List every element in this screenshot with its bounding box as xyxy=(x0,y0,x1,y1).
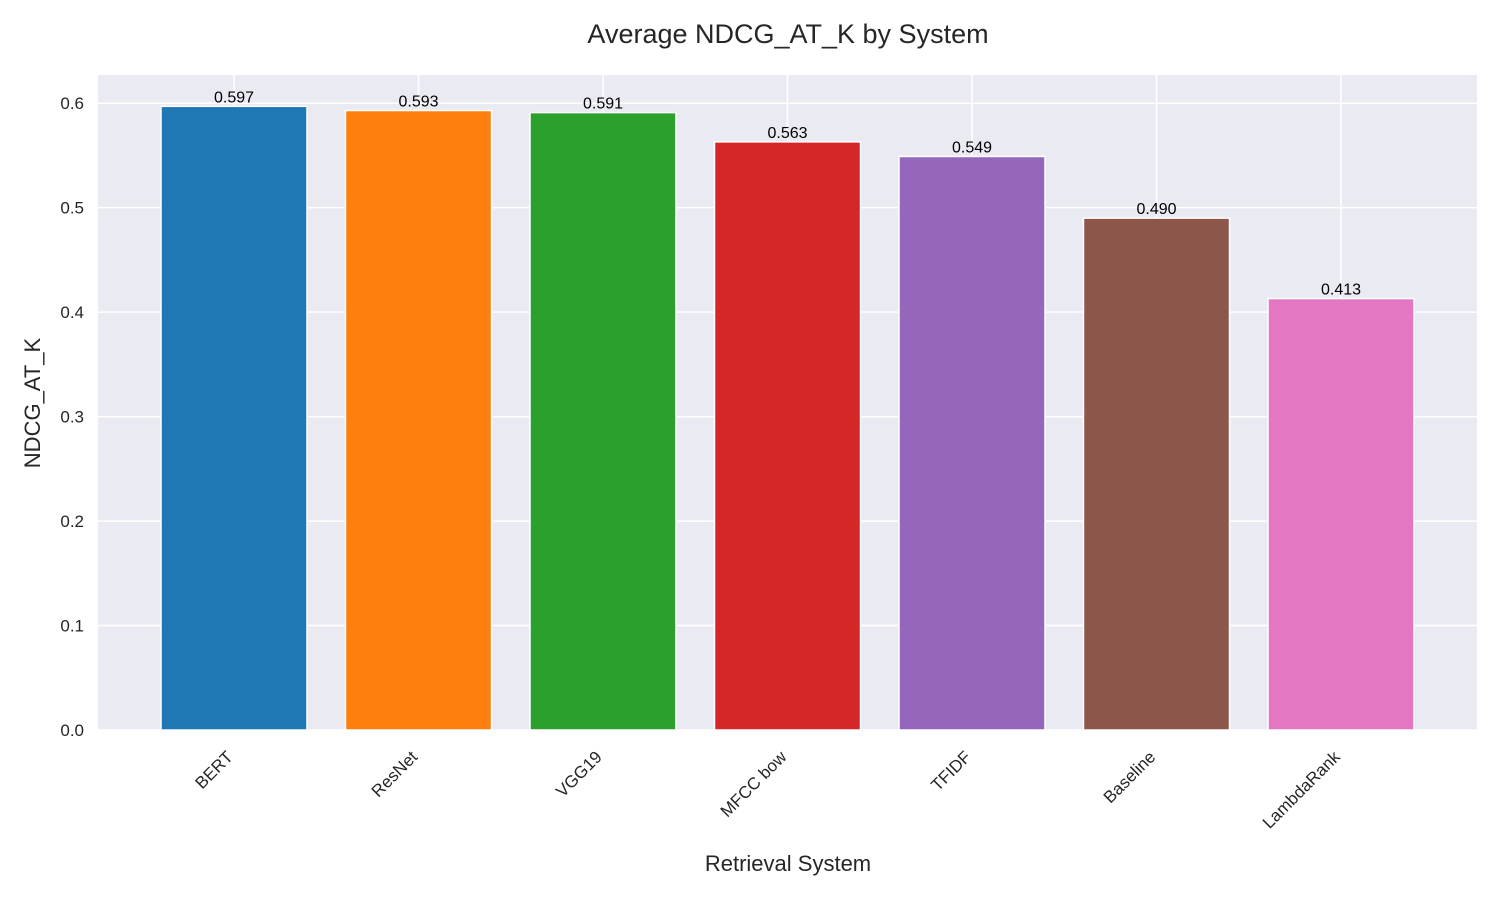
bar-tfidf xyxy=(898,155,1046,731)
x-tick-label: VGG19 xyxy=(552,747,606,801)
bar-bert xyxy=(160,105,308,731)
bar-baseline xyxy=(1082,217,1231,731)
y-tick-label: 0.0 xyxy=(60,721,84,740)
x-tick-label: ResNet xyxy=(368,747,422,801)
bar-lambdarank xyxy=(1267,297,1415,731)
chart-title: Average NDCG_AT_K by System xyxy=(587,19,988,49)
y-tick-label: 0.1 xyxy=(60,617,84,636)
y-tick-label: 0.5 xyxy=(60,199,84,218)
data-label: 0.549 xyxy=(952,139,992,156)
x-tick-label: BERT xyxy=(192,747,237,792)
x-axis-label: Retrieval System xyxy=(705,851,871,876)
data-label: 0.591 xyxy=(583,96,623,113)
x-tick-label: TFIDF xyxy=(927,747,974,794)
x-tick-label: Baseline xyxy=(1100,747,1160,807)
bar-vgg19 xyxy=(529,111,677,731)
y-axis-ticks: 0.0 0.1 0.2 0.3 0.4 0.5 0.6 xyxy=(60,94,84,740)
data-label: 0.413 xyxy=(1321,282,1361,299)
data-label: 0.490 xyxy=(1136,201,1176,218)
y-tick-label: 0.2 xyxy=(60,512,84,531)
bar-mfcc-bow xyxy=(713,141,862,731)
x-axis-ticks: BERT ResNet VGG19 MFCC bow TFIDF Baseline Lamb… xyxy=(192,747,1345,832)
data-labels: 0.597 0.593 0.591 0.563 0.549 0.490 0.413 xyxy=(214,89,1361,298)
x-tick-label: LambdaRank xyxy=(1259,747,1344,832)
y-tick-label: 0.4 xyxy=(60,303,84,322)
data-label: 0.593 xyxy=(398,94,438,111)
data-label: 0.563 xyxy=(767,125,807,142)
x-tick-label: MFCC bow xyxy=(717,747,791,821)
y-tick-label: 0.6 xyxy=(60,94,84,113)
bar-resnet xyxy=(344,109,493,731)
y-tick-label: 0.3 xyxy=(60,408,84,427)
bars xyxy=(160,105,1415,731)
data-label: 0.597 xyxy=(214,89,254,106)
y-axis-label: NDCG_AT_K xyxy=(20,337,45,468)
